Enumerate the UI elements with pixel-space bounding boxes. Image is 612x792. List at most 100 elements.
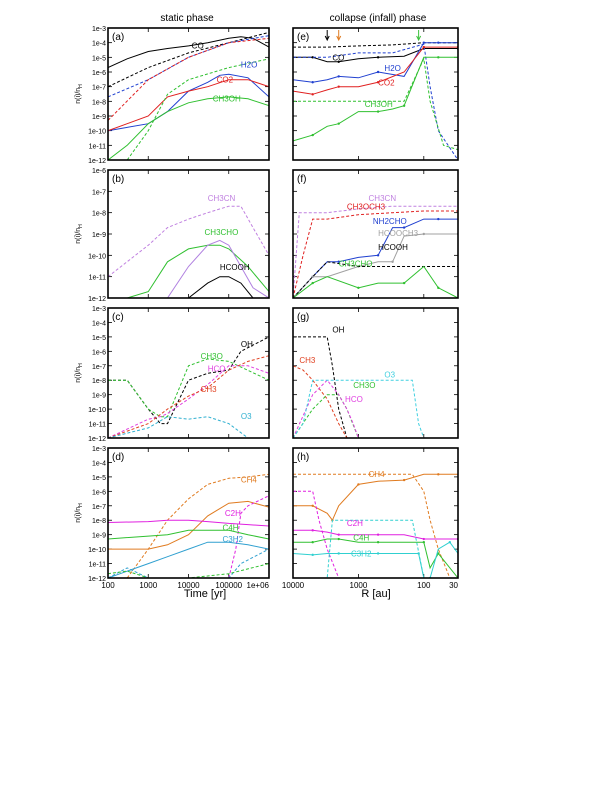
data-point [376, 81, 380, 84]
series-line-c3h2 [293, 541, 458, 578]
species-label: CO [332, 54, 344, 63]
data-point [357, 483, 360, 486]
series-line-c2h-dash [293, 490, 340, 578]
species-label: CH3OH [213, 94, 241, 103]
species-label: CH4 [369, 470, 386, 479]
panel-e: CO H2O CO2 CH3OH (e) [292, 27, 459, 161]
series-line-hcooh [293, 261, 458, 298]
series-line-c4h [293, 538, 458, 578]
y-tick-label: 1e-3 [92, 26, 106, 33]
series-line-ch3oh [108, 96, 269, 160]
species-label: CO2 [378, 79, 395, 88]
series-line-ch3cho-violet [167, 239, 269, 298]
arrow-head [336, 35, 342, 42]
panel-frame [292, 27, 459, 161]
data-point [391, 260, 394, 263]
species-label: C4H [353, 533, 369, 542]
y-tick-label: 1e-10 [88, 407, 106, 414]
panel-d: 1e-12 1e-11 1e-10 1e-9 1e-8 1e-7 1e-6 1e-5 1e-4 1… [75, 446, 270, 590]
y-axis-label: n(i)/nH [75, 363, 84, 383]
data-point [311, 133, 314, 137]
y-tick-label: 1e-9 [92, 533, 106, 540]
series-line-ch3och3 [293, 210, 458, 298]
panel-frame [107, 447, 270, 579]
y-tick-label: 1e-11 [89, 275, 106, 282]
y-tick-label: 1e-8 [92, 99, 106, 106]
y-tick-label: 1e-10 [88, 547, 106, 554]
species-label: CH3O [353, 381, 375, 390]
y-tick-label: 1e-5 [92, 55, 106, 62]
panel-letter: (b) [112, 174, 124, 185]
species-label: NH2CHO [373, 217, 407, 226]
data-point [337, 60, 340, 63]
series-line-ch3 [293, 365, 359, 438]
species-label: CH3OH [365, 100, 393, 109]
panel-letter: (a) [112, 32, 124, 43]
species-label: HCOOH [220, 263, 250, 272]
data-point [337, 122, 340, 125]
series-line-hco [108, 365, 269, 438]
species-label: CH4 [241, 476, 258, 485]
series-group [108, 336, 269, 438]
y-tick-label: 1e-12 [88, 158, 106, 165]
series-line-h2o-dash [108, 35, 269, 98]
data-point [376, 533, 380, 536]
series-line-ch4 [108, 500, 269, 550]
y-axis-label: n(i)/nH [75, 84, 84, 104]
species-label: CH3CN [369, 194, 397, 203]
y-tick-label: 1e-8 [92, 518, 106, 525]
data-point [376, 541, 380, 544]
panel-letter: (f) [297, 174, 306, 185]
species-label: CH3 [299, 356, 316, 365]
data-point [311, 281, 314, 285]
series-line-ch3 [108, 355, 269, 438]
y-tick-label: 1e-10 [88, 253, 106, 260]
data-point [357, 286, 360, 290]
x-tick-label: 30 [449, 581, 458, 590]
data-point [422, 537, 426, 541]
data-point [422, 45, 426, 49]
series-group [293, 336, 425, 438]
species-label: OH [332, 326, 344, 335]
series-group [108, 473, 269, 578]
y-tick-label: 1e-3 [92, 446, 106, 453]
series-line-co2 [108, 79, 269, 132]
panel-frame [292, 169, 459, 299]
y-tick-label: 1e-11 [89, 143, 106, 150]
arrow-head [324, 35, 330, 42]
data-point [448, 541, 452, 544]
series-line-ch3cho [293, 265, 458, 298]
series-line-o3 [108, 416, 269, 438]
species-label: C3H2 [223, 535, 244, 544]
y-tick-label: 1e-12 [88, 296, 106, 303]
panel-frame [292, 447, 459, 579]
y-tick-label: 1e-3 [92, 306, 106, 313]
species-label: CO2 [217, 75, 234, 84]
y-axis-label: n(i)/nH [75, 224, 84, 244]
series-line-ch3oh [293, 56, 458, 142]
y-tick-label: 1e-11 [89, 422, 106, 429]
data-point [311, 275, 314, 278]
data-point [422, 41, 426, 44]
collapse-phase-title: collapse (infall) phase [330, 13, 427, 24]
panel-letter: (h) [297, 452, 309, 463]
static-phase-title: static phase [160, 13, 214, 24]
series-line-hcooh [188, 276, 269, 298]
data-point [437, 41, 440, 44]
y-tick-label: 1e-6 [92, 489, 106, 496]
species-label: OH [241, 340, 253, 349]
series-line-ch3oh-dash [126, 58, 269, 160]
series-line-oh [108, 336, 269, 425]
species-label: C2H [225, 509, 241, 518]
series-group [293, 205, 458, 298]
series-line-c3h2-dash [108, 548, 269, 578]
y-tick-label: 1e-7 [92, 85, 106, 92]
series-line-c4h [108, 529, 269, 540]
y-tick-label: 1e-9 [92, 232, 106, 239]
series-line-c4h-dash [108, 563, 269, 578]
data-point [422, 541, 426, 544]
data-point [337, 552, 340, 555]
y-tick-label: 1e-5 [92, 475, 106, 482]
x-tick-label: 100000 [215, 581, 242, 590]
y-axis-label: n(i)/nH [75, 503, 84, 523]
